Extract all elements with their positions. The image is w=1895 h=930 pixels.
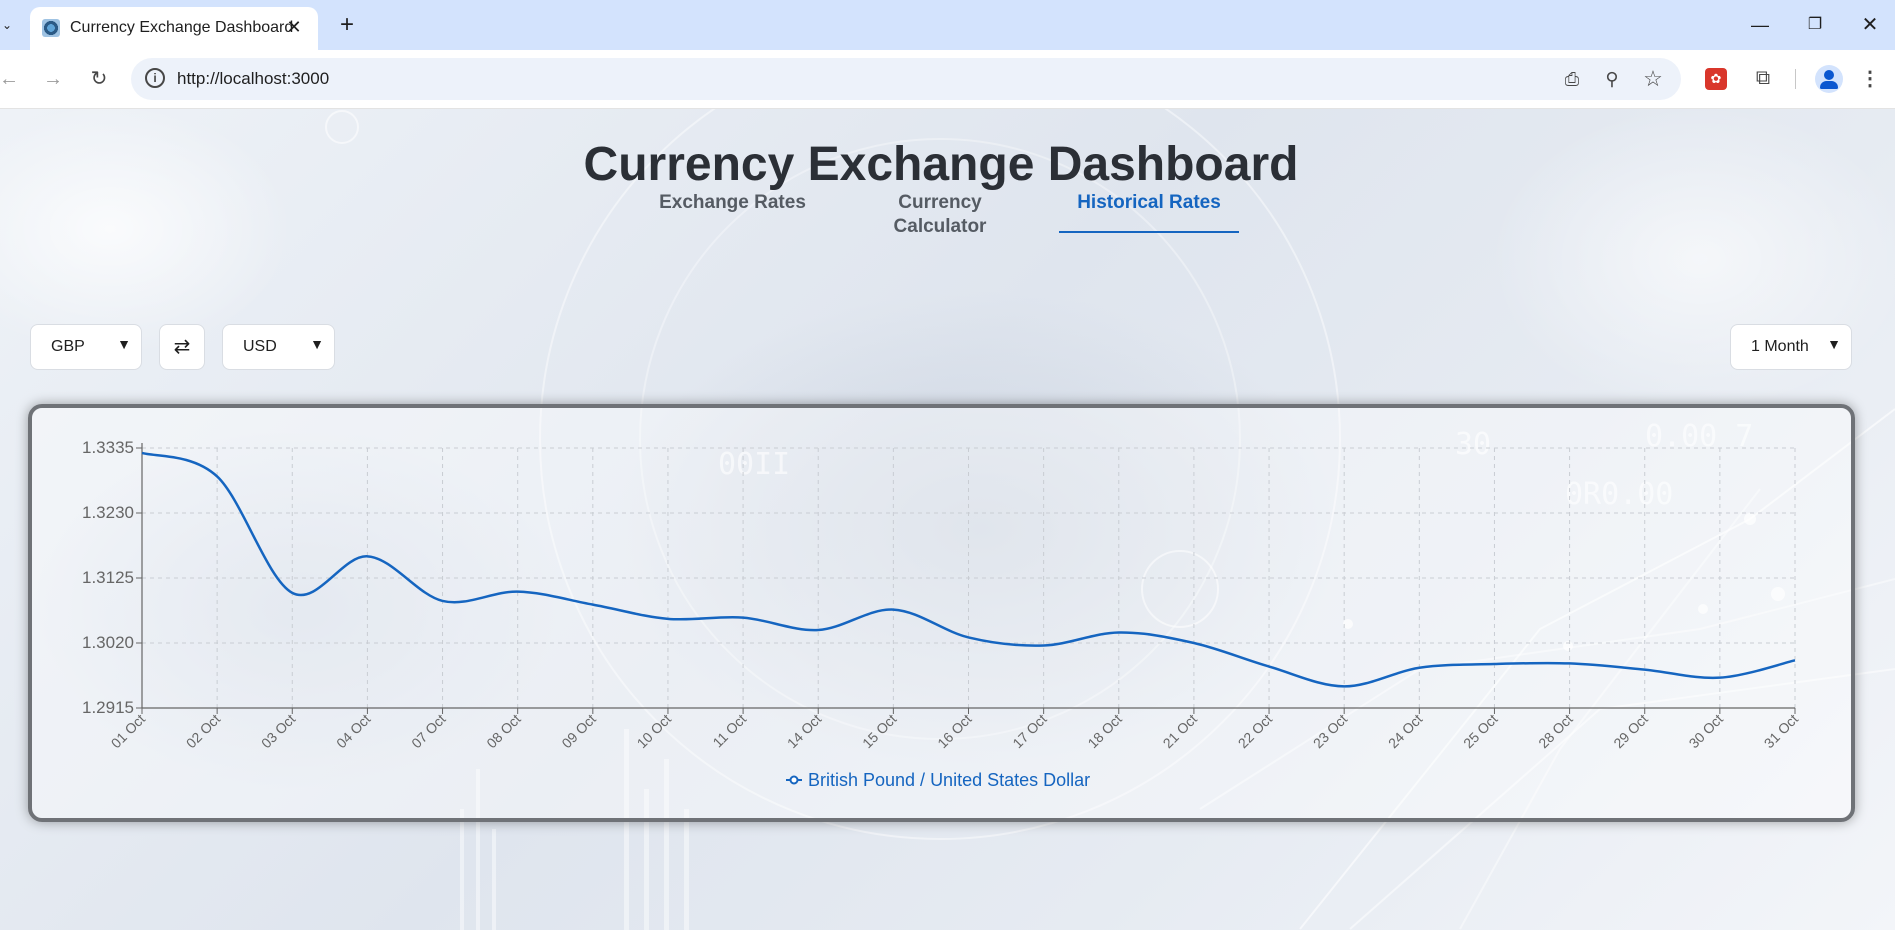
from-currency-select[interactable]: GBP ▼ <box>30 324 142 370</box>
favicon-icon <box>42 19 60 37</box>
chevron-down-icon: ▼ <box>117 336 131 352</box>
reload-icon[interactable]: ↻ <box>90 68 108 90</box>
x-tick-label: 23 Oct <box>1310 711 1351 752</box>
bookmark-star-icon[interactable]: ☆ <box>1643 66 1663 91</box>
x-tick-label: 30 Oct <box>1686 711 1727 752</box>
to-currency-value: USD <box>243 338 277 355</box>
tab-historical-rates[interactable]: Historical Rates <box>1059 191 1239 233</box>
svg-text:0R0.00: 0R0.00 <box>1565 477 1673 512</box>
x-tick-label: 28 Oct <box>1535 711 1576 752</box>
x-tick-label: 10 Oct <box>634 711 675 752</box>
zoom-icon[interactable]: ⚲ <box>1605 69 1619 89</box>
tab-title: Currency Exchange Dashboard <box>70 19 294 36</box>
y-tick-label: 1.2915 <box>82 698 134 717</box>
x-tick-label: 22 Oct <box>1235 711 1276 752</box>
to-currency-select[interactable]: USD ▼ <box>222 324 335 370</box>
y-tick-label: 1.3230 <box>82 503 134 522</box>
from-currency-value: GBP <box>51 338 85 355</box>
x-tick-label: 14 Oct <box>784 711 825 752</box>
x-tick-label: 09 Oct <box>558 711 599 752</box>
tab-list-icon[interactable]: ⌄ <box>1 18 13 32</box>
browser-toolbar: ← → ↻ i http://localhost:3000 ⎙ ⚲ ☆ <box>0 50 1895 109</box>
x-tick-label: 07 Oct <box>408 711 449 752</box>
x-tick-label: 31 Oct <box>1761 711 1802 752</box>
x-tick-label: 18 Oct <box>1084 711 1125 752</box>
y-tick-label: 1.3125 <box>82 568 134 587</box>
x-tick-label: 16 Oct <box>934 711 975 752</box>
legend-label[interactable]: British Pound / United States Dollar <box>808 770 1090 790</box>
x-tick-label: 24 Oct <box>1385 711 1426 752</box>
x-tick-label: 29 Oct <box>1610 711 1651 752</box>
x-tick-label: 17 Oct <box>1009 711 1050 752</box>
close-icon[interactable]: ✕ <box>286 17 302 37</box>
tab-exchange-rates[interactable]: Exchange Rates <box>659 192 806 213</box>
x-tick-label: 02 Oct <box>183 711 224 752</box>
svg-text:00II: 00II <box>718 447 790 482</box>
puzzle-icon[interactable]: ⧉ <box>1755 67 1771 89</box>
forward-icon[interactable]: → <box>43 68 63 90</box>
chevron-down-icon: ▼ <box>1827 336 1841 352</box>
back-icon[interactable]: ← <box>0 68 19 90</box>
minimize-icon[interactable]: — <box>1751 15 1769 35</box>
browser-tab-strip: ⌄ Currency Exchange Dashboard ✕ + — ❐ ✕ <box>0 0 1895 50</box>
x-tick-label: 03 Oct <box>258 711 299 752</box>
page-title: Currency Exchange Dashboard <box>583 138 1299 191</box>
svg-text:30: 30 <box>1455 427 1491 462</box>
extension-icon[interactable]: ✿ <box>1705 68 1727 90</box>
time-range-value: 1 Month <box>1751 338 1809 355</box>
site-info-icon[interactable]: i <box>145 68 165 88</box>
y-tick-label: 1.3020 <box>82 633 134 652</box>
chevron-down-icon: ▼ <box>310 336 324 352</box>
background-decoration: 0.00 7 0R0.00 00II 30 <box>325 109 1895 930</box>
install-app-icon[interactable]: ⎙ <box>1564 69 1580 89</box>
tabs-nav: Exchange Rates Currency Calculator Histo… <box>0 109 1895 249</box>
time-range-select[interactable]: 1 Month ▼ <box>1730 324 1852 370</box>
x-tick-label: 21 Oct <box>1160 711 1201 752</box>
url-text[interactable]: http://localhost:3000 <box>177 69 330 88</box>
page-content: 0.00 7 0R0.00 00II 30 Currency Exchange … <box>0 109 1895 930</box>
browser-tab[interactable]: Currency Exchange Dashboard ✕ <box>30 7 318 50</box>
plus-icon[interactable]: + <box>339 11 354 38</box>
series-line <box>141 451 1796 688</box>
window-close-icon[interactable]: ✕ <box>1861 14 1879 36</box>
legend-marker-icon <box>789 775 799 785</box>
toolbar-divider <box>1795 69 1796 89</box>
address-bar[interactable]: i http://localhost:3000 ⎙ ⚲ ☆ <box>131 58 1681 100</box>
x-tick-label: 25 Oct <box>1460 711 1501 752</box>
x-tick-label: 08 Oct <box>483 711 524 752</box>
chart-card: 1.3335 1.3230 1.3125 1.3020 1.2915 01 Oct 02 O… <box>28 404 1855 822</box>
restore-icon[interactable]: ❐ <box>1807 16 1823 33</box>
x-tick-label: 04 Oct <box>333 711 374 752</box>
menu-icon[interactable]: ⋮ <box>1860 68 1880 90</box>
y-tick-label: 1.3335 <box>82 438 134 457</box>
tab-currency-calculator[interactable]: Currency Calculator <box>893 192 987 237</box>
x-tick-label: 11 Oct <box>709 711 749 751</box>
x-tick-label: 15 Oct <box>859 711 900 752</box>
profile-icon[interactable] <box>1815 65 1843 93</box>
swap-currencies-button[interactable]: ⇄ <box>159 324 205 370</box>
